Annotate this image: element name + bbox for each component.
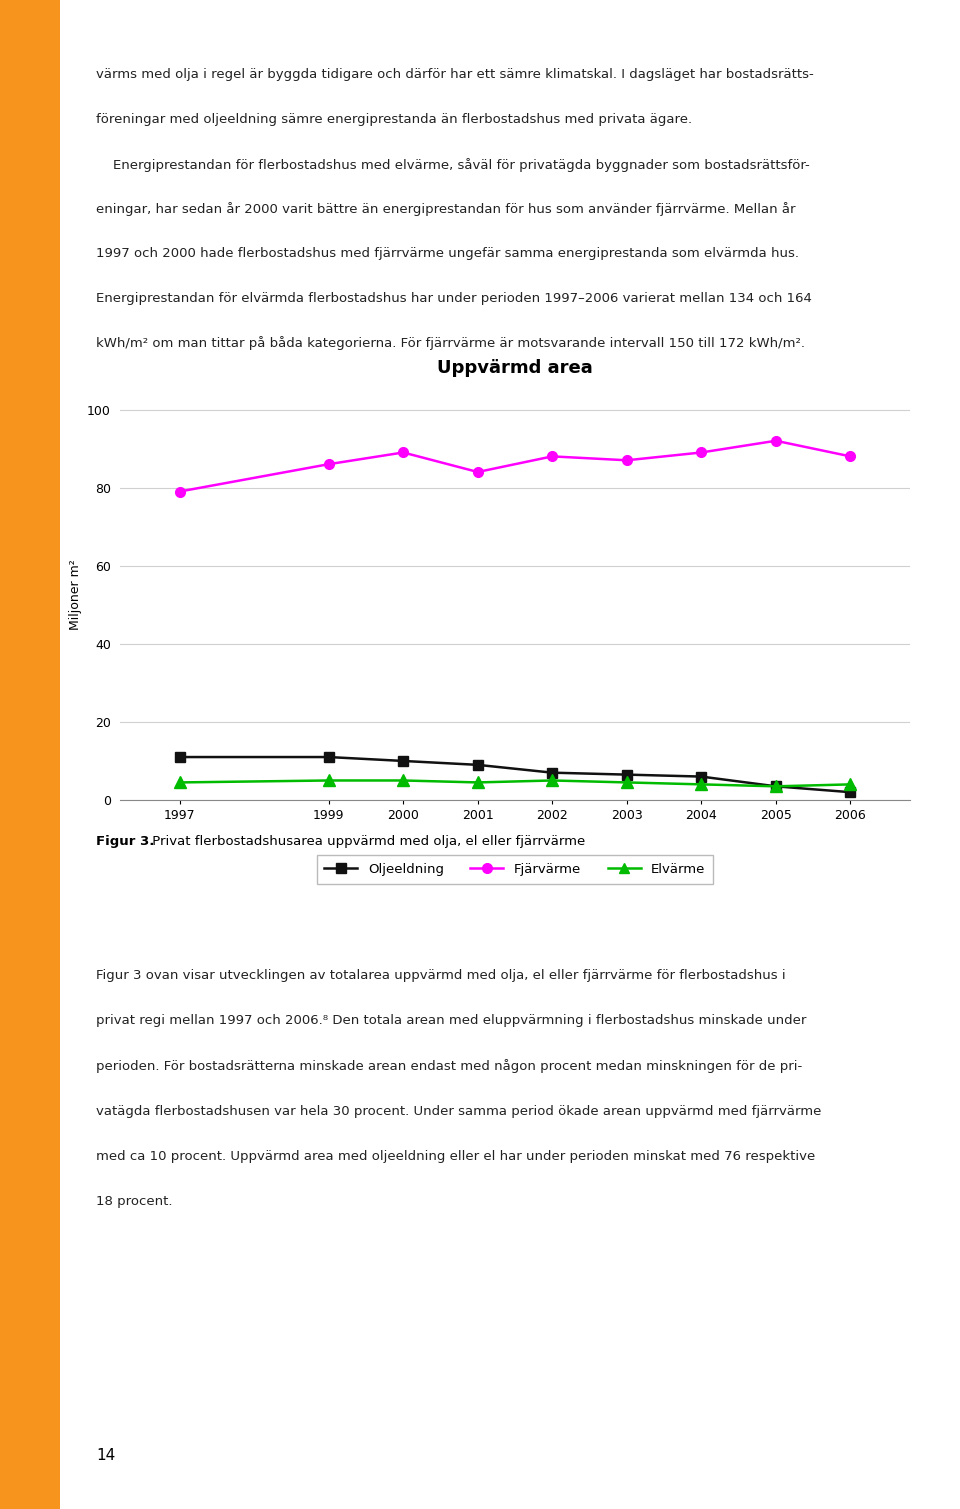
Text: föreningar med oljeeldning sämre energiprestanda än flerbostadshus med privata ä: föreningar med oljeeldning sämre energip… xyxy=(96,113,692,127)
Title: Uppvärmd area: Uppvärmd area xyxy=(437,359,593,377)
Y-axis label: Miljoner m²: Miljoner m² xyxy=(68,560,82,631)
Text: Privat flerbostadshusarea uppvärmd med olja, el eller fjärrvärme: Privat flerbostadshusarea uppvärmd med o… xyxy=(148,836,585,848)
Text: Energiprestandan för flerbostadshus med elvärme, såväl för privatägda byggnader : Energiprestandan för flerbostadshus med … xyxy=(96,158,809,172)
Legend: Oljeeldning, Fjärvärme, Elvärme: Oljeeldning, Fjärvärme, Elvärme xyxy=(317,854,713,884)
Text: värms med olja i regel är byggda tidigare och därför har ett sämre klimatskal. I: värms med olja i regel är byggda tidigar… xyxy=(96,68,814,81)
Text: med ca 10 procent. Uppvärmd area med oljeeldning eller el har under perioden min: med ca 10 procent. Uppvärmd area med olj… xyxy=(96,1150,815,1162)
Text: Figur 3 ovan visar utvecklingen av totalarea uppvärmd med olja, el eller fjärrvä: Figur 3 ovan visar utvecklingen av total… xyxy=(96,969,785,982)
Text: Energiprestandan för elvärmda flerbostadshus har under perioden 1997–2006 varier: Energiprestandan för elvärmda flerbostad… xyxy=(96,291,812,305)
Text: vatägda flerbostadshusen var hela 30 procent. Under samma period ökade arean upp: vatägda flerbostadshusen var hela 30 pro… xyxy=(96,1105,822,1118)
Text: kWh/m² om man tittar på båda kategorierna. För fjärrvärme är motsvarande interva: kWh/m² om man tittar på båda kategoriern… xyxy=(96,337,805,350)
Text: eningar, har sedan år 2000 varit bättre än energiprestandan för hus som använder: eningar, har sedan år 2000 varit bättre … xyxy=(96,202,796,216)
Text: 14: 14 xyxy=(96,1447,115,1462)
Text: Figur 3.: Figur 3. xyxy=(96,836,155,848)
Text: perioden. För bostadsrätterna minskade arean endast med någon procent medan mins: perioden. För bostadsrätterna minskade a… xyxy=(96,1059,803,1073)
Text: 18 procent.: 18 procent. xyxy=(96,1195,173,1207)
Text: privat regi mellan 1997 och 2006.⁸ Den totala arean med eluppvärmning i flerbost: privat regi mellan 1997 och 2006.⁸ Den t… xyxy=(96,1014,806,1028)
Text: 1997 och 2000 hade flerbostadshus med fjärrvärme ungefär samma energiprestanda s: 1997 och 2000 hade flerbostadshus med fj… xyxy=(96,247,799,260)
